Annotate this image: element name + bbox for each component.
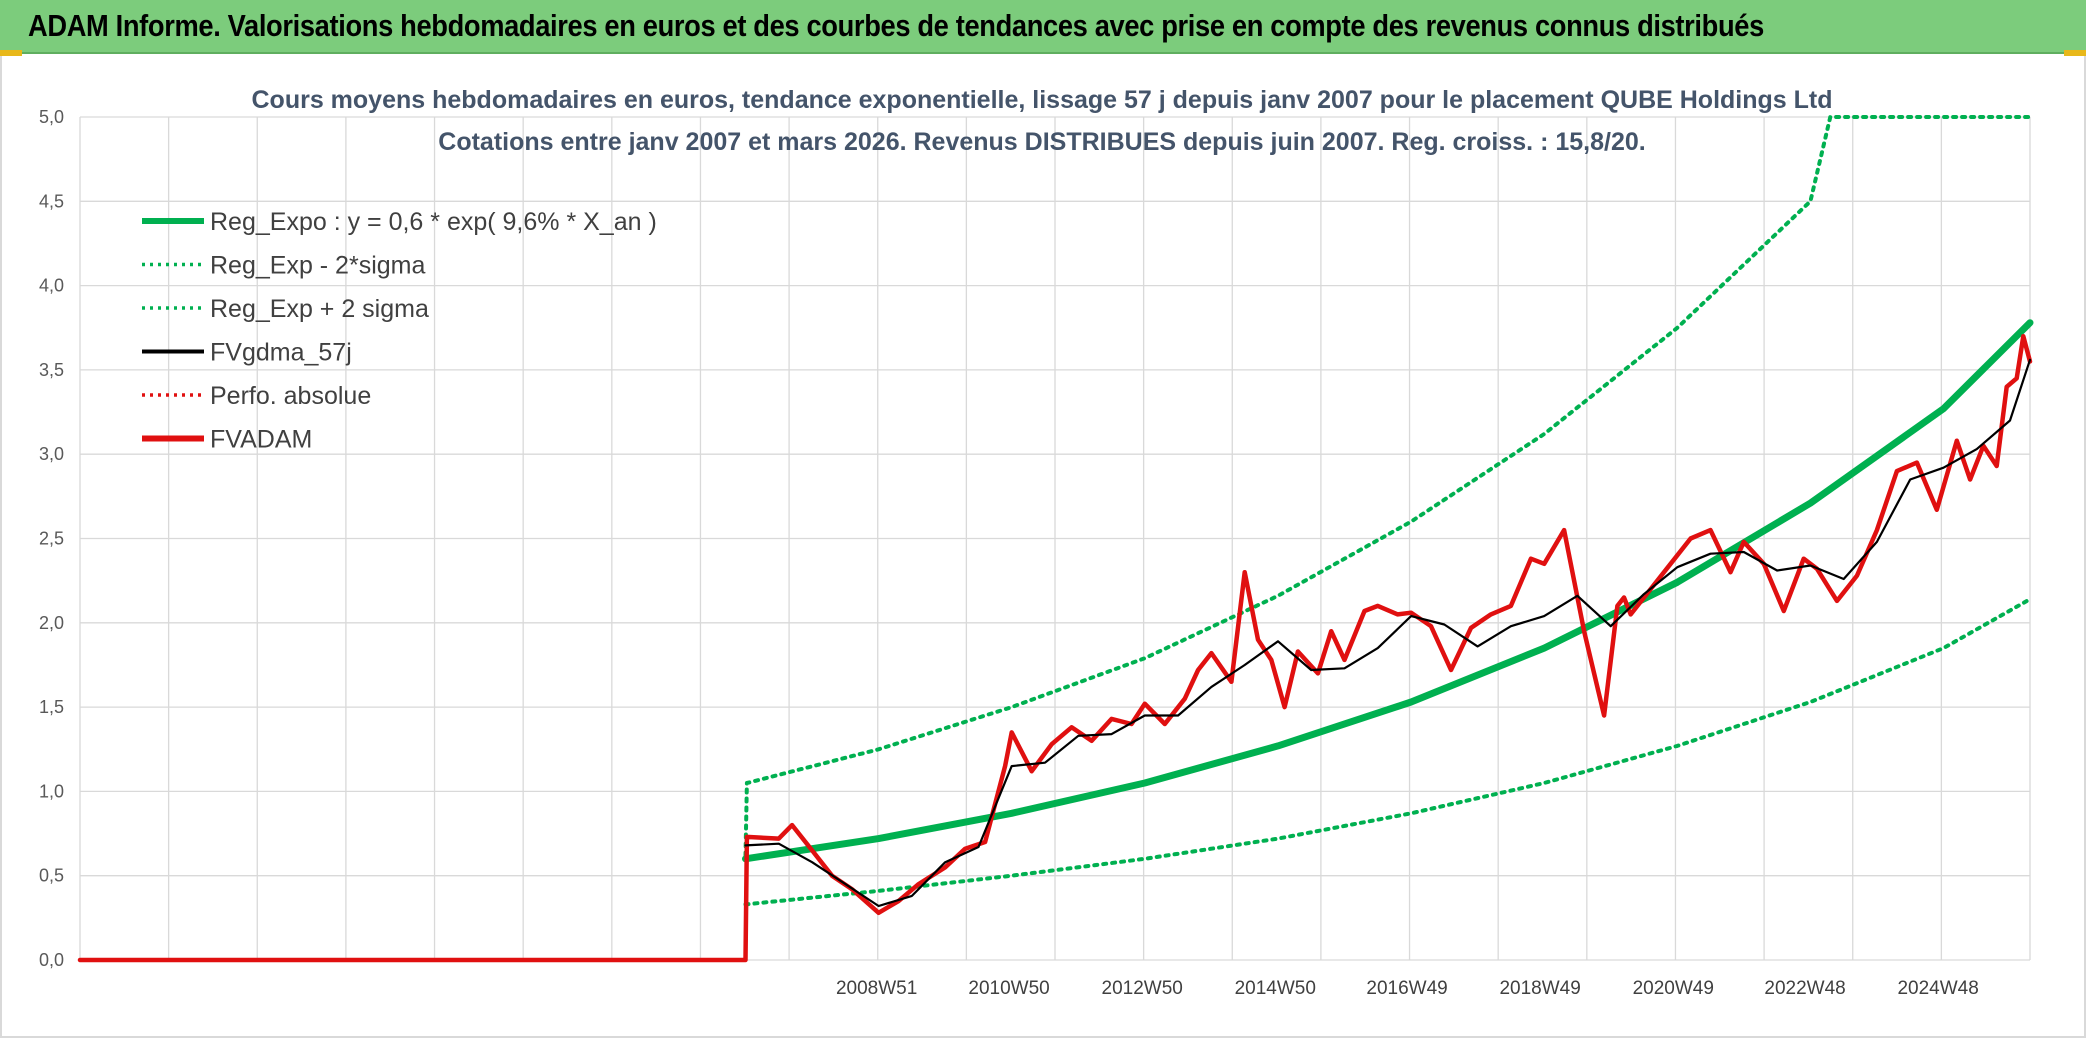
series-line-reg-exp-2-sigma <box>743 115 2032 858</box>
report-header: ADAM Informe. Valorisations hebdomadaire… <box>0 0 2086 56</box>
series-lines <box>77 115 2034 963</box>
y-tick-label: 3,5 <box>39 360 64 380</box>
y-tick-label: 0,0 <box>39 950 64 970</box>
legend: Reg_Expo : y = 0,6 * exp( 9,6% * X_an ) R… <box>142 208 657 454</box>
y-tick-label: 4,5 <box>39 191 64 211</box>
x-tick-label: 2022W48 <box>1764 978 1845 999</box>
y-tick-label: 5,0 <box>39 107 64 127</box>
x-tick-label: 2024W48 <box>1897 978 1978 999</box>
chart-area: 0,0 0,5 1,0 1,5 2,0 2,5 3,0 3,5 4,0 4,5 5,0 2008W5… <box>0 56 2086 1038</box>
y-tick-label: 1,0 <box>39 781 64 801</box>
y-tick-label: 2,5 <box>39 529 64 549</box>
y-tick-label: 4,0 <box>39 276 64 296</box>
y-tick-label: 1,5 <box>39 697 64 717</box>
chart-title: Cours moyens hebdomadaires en euros, ten… <box>252 86 1833 114</box>
y-tick-label: 2,0 <box>39 613 64 633</box>
x-tick-label: 2016W49 <box>1366 978 1447 999</box>
report-title: ADAM Informe. Valorisations hebdomadaire… <box>28 8 1764 43</box>
series-line-reg-expo-y-0-6-exp-9-6-x-an <box>742 319 2034 863</box>
chart-subtitle: Cotations entre janv 2007 et mars 2026. … <box>438 128 1645 156</box>
header-accent-left <box>0 50 22 56</box>
legend-label: Reg_Exp + 2 sigma <box>210 295 429 323</box>
header-accent-right <box>2064 50 2086 56</box>
y-axis-ticks: 0,0 0,5 1,0 1,5 2,0 2,5 3,0 3,5 4,0 4,5 5,0 <box>39 107 64 970</box>
x-tick-label: 2010W50 <box>968 978 1049 999</box>
x-tick-label: 2018W49 <box>1499 978 1580 999</box>
legend-label: Reg_Expo : y = 0,6 * exp( 9,6% * X_an ) <box>210 208 657 236</box>
x-tick-label: 2014W50 <box>1235 978 1316 999</box>
grid <box>79 116 2031 961</box>
series-line-reg-exp-2-sigma <box>743 597 2032 907</box>
y-tick-label: 3,0 <box>39 444 64 464</box>
x-axis-ticks: 2008W51 2010W50 2012W50 2014W50 2016W49 2018W… <box>836 978 1979 999</box>
legend-label: Reg_Exp - 2*sigma <box>210 252 425 280</box>
x-tick-label: 2008W51 <box>836 978 917 999</box>
line-chart: 0,0 0,5 1,0 1,5 2,0 2,5 3,0 3,5 4,0 4,5 5,0 2008W5… <box>39 86 2034 999</box>
legend-label: FVADAM <box>210 426 312 454</box>
legend-label: FVgdma_57j <box>210 339 352 367</box>
x-tick-label: 2012W50 <box>1102 978 1183 999</box>
x-tick-label: 2020W49 <box>1633 978 1714 999</box>
y-tick-label: 0,5 <box>39 866 64 886</box>
legend-label: Perfo. absolue <box>210 382 371 410</box>
series-line-fvgdma-57j <box>744 358 2032 908</box>
